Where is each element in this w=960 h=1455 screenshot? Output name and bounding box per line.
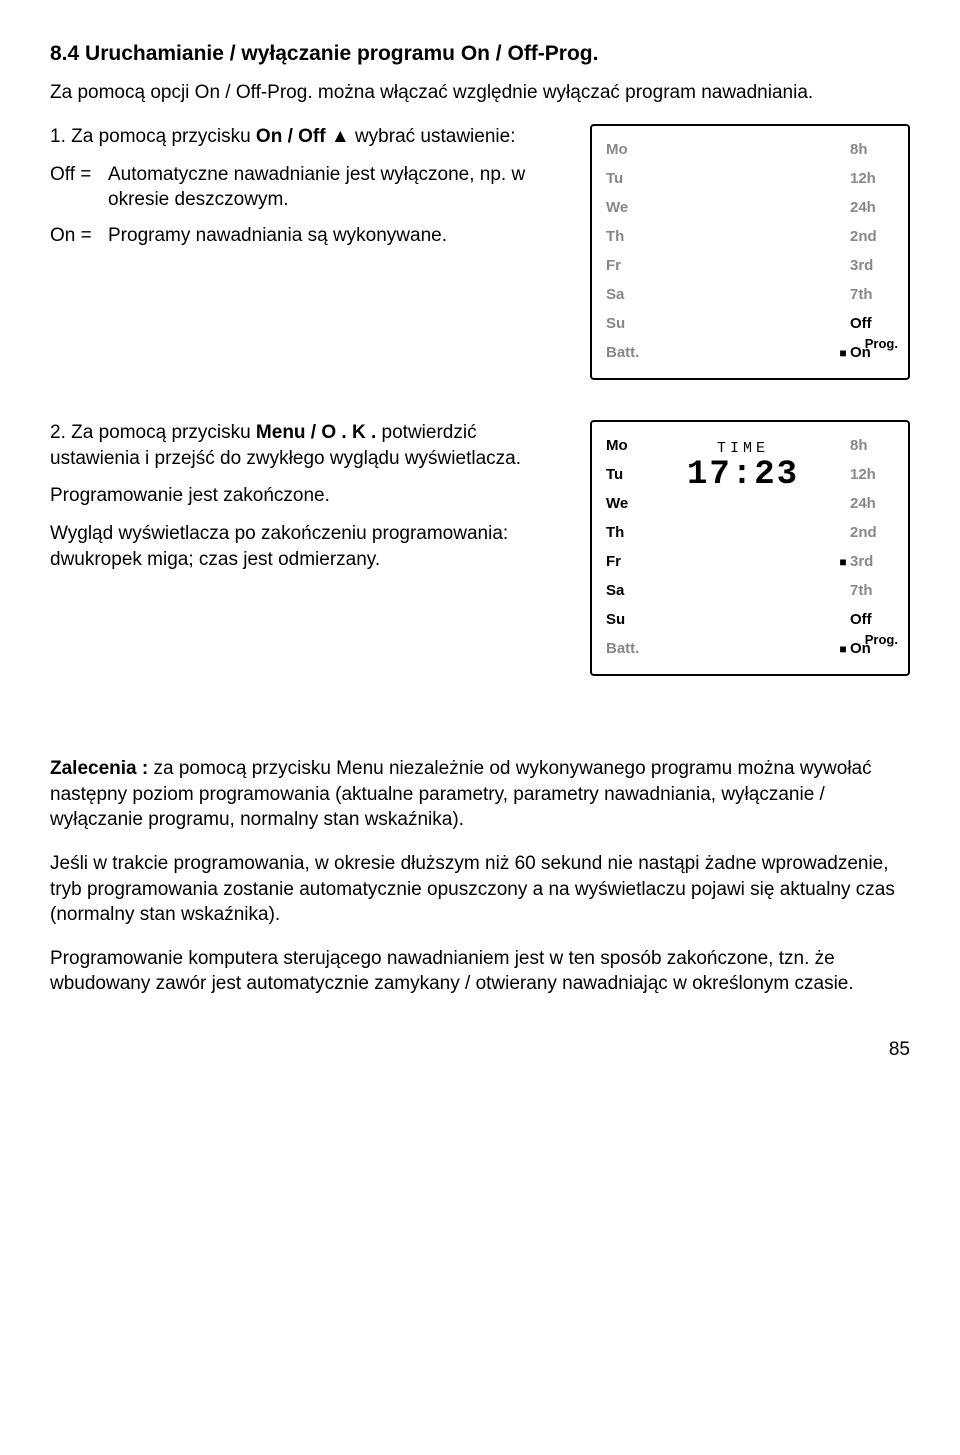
lcd2-prog: Prog. <box>865 631 898 649</box>
step2-lead: 2. Za pomocą przycisku <box>50 422 256 443</box>
lcd1-3rd: 3rd <box>850 256 894 276</box>
lcd1-fr: Fr <box>606 256 650 276</box>
lcd1-sa: Sa <box>606 285 650 305</box>
lcd1-tu: Tu <box>606 169 650 189</box>
step1-text: 1. Za pomocą przycisku On / Off ▲ wybrać… <box>50 124 590 259</box>
lcd1-we: We <box>606 198 650 218</box>
intro-paragraph: Za pomocą opcji On / Off-Prog. można włą… <box>50 80 910 106</box>
lcd2-time-label: TIME <box>717 440 769 457</box>
lcd2-fr: Fr <box>606 552 650 572</box>
lcd2-th: Th <box>606 523 650 543</box>
lcd1-12h: 12h <box>850 169 894 189</box>
off-label: Off = <box>50 162 108 213</box>
lcd1-on-marker: ■ <box>836 345 850 361</box>
lcd1-prog: Prog. <box>865 335 898 353</box>
step2-p2: Programowanie jest zakończone. <box>50 483 570 509</box>
def-on: On = Programy nawadniania są wykonywane. <box>50 223 570 249</box>
lcd1-th: Th <box>606 227 650 247</box>
paragraph-2: Jeśli w trakcie programowania, w okresie… <box>50 851 910 928</box>
step1-row: 1. Za pomocą przycisku On / Off ▲ wybrać… <box>50 124 910 380</box>
lcd2-batt: Batt. <box>606 639 650 659</box>
lcd1-7th: 7th <box>850 285 894 305</box>
note-lead: Zalecenia : <box>50 758 148 779</box>
lcd2-7th: 7th <box>850 581 894 601</box>
def-off: Off = Automatyczne nawadnianie jest wyłą… <box>50 162 570 213</box>
lcd2-su: Su <box>606 610 650 630</box>
lcd2-off: Off <box>850 610 894 630</box>
page-number: 85 <box>50 1037 910 1063</box>
lcd-display-2: MoTIME8h Tu17:2312h We24h Th2nd Fr■3rd S… <box>590 420 910 676</box>
lcd-display-1: Mo 8h Tu 12h We 24h Th 2nd Fr 3rd Sa 7th Su Off… <box>590 124 910 380</box>
lcd2-3rd: 3rd <box>850 552 894 572</box>
section-heading: 8.4 Uruchamianie / wyłączanie programu O… <box>50 40 910 68</box>
lcd2-12h: 12h <box>850 465 894 485</box>
lcd2-mo: Mo <box>606 436 650 456</box>
step1-bold: On / Off ▲ <box>256 126 350 147</box>
lcd2-on-marker: ■ <box>836 641 850 657</box>
lcd2-8h: 8h <box>850 436 894 456</box>
step2-bold: Menu / O . K . <box>256 422 376 443</box>
lcd1-8h: 8h <box>850 140 894 160</box>
lcd2-we: We <box>606 494 650 514</box>
on-text: Programy nawadniania są wykonywane. <box>108 223 570 249</box>
note-text: za pomocą przycisku Menu niezależnie od … <box>50 758 872 830</box>
lcd2-tu: Tu <box>606 465 650 485</box>
step2-text: 2. Za pomocą przycisku Menu / O . K . po… <box>50 420 590 584</box>
lcd2-2nd: 2nd <box>850 523 894 543</box>
lcd1-on: OnProg. <box>850 343 894 363</box>
lcd1-off: Off <box>850 314 894 334</box>
lcd1-su: Su <box>606 314 650 334</box>
off-text: Automatyczne nawadnianie jest wyłączone,… <box>108 162 570 213</box>
lcd2-on: OnProg. <box>850 639 894 659</box>
lcd1-24h: 24h <box>850 198 894 218</box>
lcd1-2nd: 2nd <box>850 227 894 247</box>
lcd2-time-value: 17:23 <box>687 456 799 494</box>
on-label: On = <box>50 223 108 249</box>
step2-p3: Wygląd wyświetlacza po zakończeniu progr… <box>50 521 570 572</box>
note-paragraph: Zalecenia : za pomocą przycisku Menu nie… <box>50 756 910 833</box>
lcd1-batt: Batt. <box>606 343 650 363</box>
step1-lead: 1. Za pomocą przycisku <box>50 126 256 147</box>
step2-row: 2. Za pomocą przycisku Menu / O . K . po… <box>50 420 910 676</box>
lcd2-fr-marker: ■ <box>836 554 850 570</box>
lcd2-24h: 24h <box>850 494 894 514</box>
paragraph-3: Programowanie komputera sterującego nawa… <box>50 946 910 997</box>
lcd1-mo: Mo <box>606 140 650 160</box>
lcd2-sa: Sa <box>606 581 650 601</box>
step1-tail: wybrać ustawienie: <box>350 126 516 147</box>
